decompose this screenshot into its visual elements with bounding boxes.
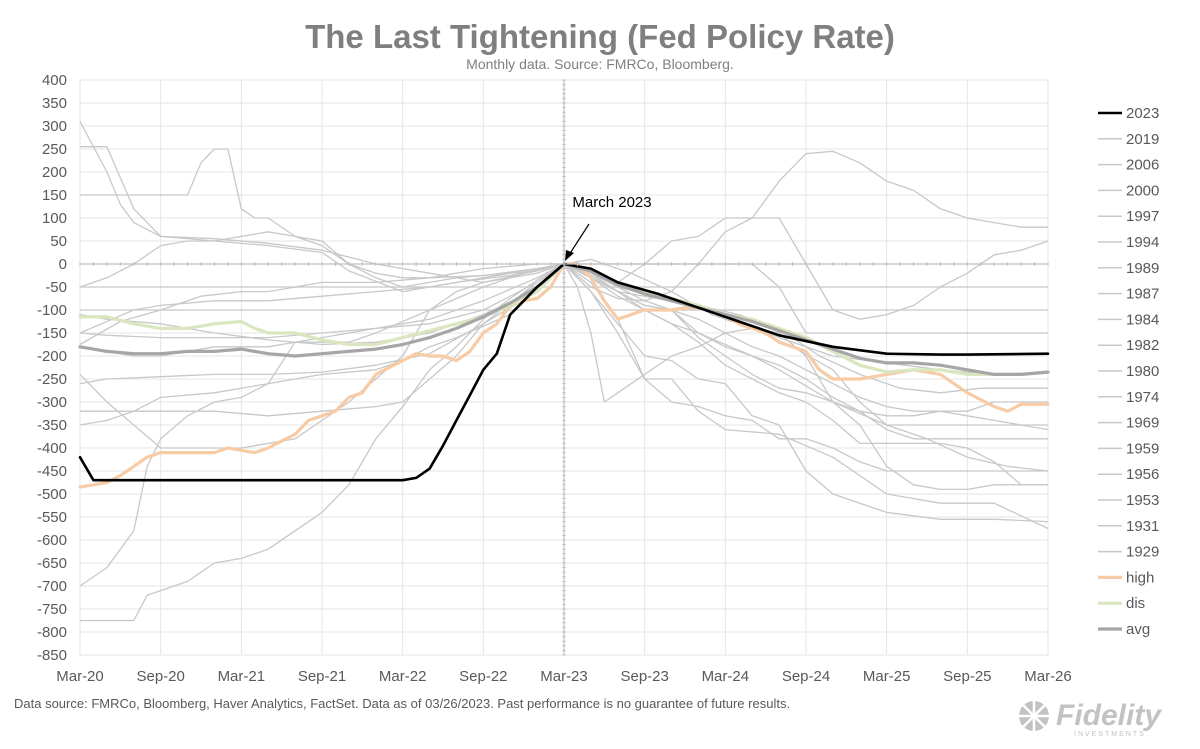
fidelity-logo: Fidelity INVESTMENTS: [1019, 699, 1162, 738]
y-tick-label: -350: [37, 417, 67, 434]
x-tick-label: Sep-21: [298, 668, 346, 685]
legend-label-1984: 1984: [1126, 311, 1159, 328]
legend-label-1969: 1969: [1126, 415, 1159, 432]
x-tick-label: Mar-23: [540, 668, 588, 685]
legend-label-2006: 2006: [1126, 157, 1159, 174]
y-tick-label: -100: [37, 302, 67, 319]
fidelity-logo-subtext: INVESTMENTS: [1074, 731, 1146, 738]
x-tick-label: Mar-20: [56, 668, 104, 685]
x-tick-label: Sep-23: [620, 668, 668, 685]
y-tick-label: 0: [59, 256, 67, 273]
fidelity-logo-mark: [1019, 701, 1049, 731]
y-tick-label: 250: [42, 141, 67, 158]
y-tick-label: -850: [37, 647, 67, 664]
y-tick-label: -300: [37, 394, 67, 411]
series-line-1969: [79, 263, 1049, 440]
x-tick-label: Sep-25: [943, 668, 991, 685]
x-tick-label: Mar-22: [379, 668, 427, 685]
y-tick-label: -800: [37, 624, 67, 641]
series-line-dis: [78, 262, 1050, 376]
legend-label-1994: 1994: [1126, 234, 1159, 251]
legend-label-1989: 1989: [1126, 260, 1159, 277]
y-tick-label: 400: [42, 72, 67, 89]
y-tick-label: 50: [50, 233, 67, 250]
legend-label-high: high: [1126, 569, 1154, 586]
legend-label-1974: 1974: [1126, 389, 1159, 406]
series-line-2006: [79, 146, 1049, 530]
legend-label-1929: 1929: [1126, 544, 1159, 561]
y-tick-label: -450: [37, 463, 67, 480]
y-tick-label: -700: [37, 578, 67, 595]
y-tick-label: -550: [37, 509, 67, 526]
legend-label-1980: 1980: [1126, 363, 1159, 380]
y-tick-label: -250: [37, 371, 67, 388]
y-tick-label: -150: [37, 325, 67, 342]
legend-label-dis: dis: [1126, 595, 1145, 612]
legend-label-1987: 1987: [1126, 286, 1159, 303]
x-tick-label: Mar-25: [863, 668, 911, 685]
y-tick-label: -500: [37, 486, 67, 503]
x-tick-label: Sep-22: [459, 668, 507, 685]
legend-label-1931: 1931: [1126, 518, 1159, 535]
series-line-2019: [79, 120, 1049, 376]
y-tick-label: -650: [37, 555, 67, 572]
chart-title: The Last Tightening (Fed Policy Rate): [305, 18, 895, 55]
y-tick-label: 300: [42, 118, 67, 135]
legend-label-avg: avg: [1126, 621, 1150, 638]
legend-layer: 2023 2019 2006 2000 1997 1994 1989 1987 1984 1982…: [1098, 105, 1159, 638]
y-tick-label: 350: [42, 95, 67, 112]
legend-label-1956: 1956: [1126, 466, 1159, 483]
series-line-2023: [78, 262, 1050, 482]
chart-subtitle: Monthly data. Source: FMRCo, Bloomberg.: [466, 56, 734, 72]
x-tick-label: Mar-24: [702, 668, 750, 685]
y-tick-label: 150: [42, 187, 67, 204]
annotation-label: March 2023: [572, 194, 651, 211]
y-tick-label: 100: [42, 210, 67, 227]
fidelity-logo-text: Fidelity: [1056, 699, 1162, 732]
y-tick-label: -750: [37, 601, 67, 618]
y-tick-label: -200: [37, 348, 67, 365]
annotation-layer: March 2023: [565, 194, 652, 261]
x-tick-label: Mar-26: [1024, 668, 1072, 685]
annotation-arrow-line: [568, 223, 590, 256]
y-tick-label: -50: [45, 279, 67, 296]
legend-label-2023: 2023: [1126, 105, 1159, 122]
legend-label-1959: 1959: [1126, 440, 1159, 457]
x-tick-label: Sep-24: [782, 668, 830, 685]
legend-label-1953: 1953: [1126, 492, 1159, 509]
x-tick-label: Sep-20: [136, 668, 184, 685]
x-tick-label: Mar-21: [218, 668, 266, 685]
y-tick-label: -400: [37, 440, 67, 457]
footer-note: Data source: FMRCo, Bloomberg, Haver Ana…: [14, 696, 791, 711]
series-line-1974: [79, 263, 1049, 472]
series-line-1984: [79, 263, 1049, 491]
legend-label-2000: 2000: [1126, 182, 1159, 199]
annotation-arrowhead: [565, 250, 574, 261]
legend-label-1982: 1982: [1126, 337, 1159, 354]
y-tick-label: -600: [37, 532, 67, 549]
y-tick-label: 200: [42, 164, 67, 181]
tick-layer: 400 350 300 250 200 150 100 50 0 -50 -100 -150 -200 -…: [37, 72, 1072, 685]
legend-label-2019: 2019: [1126, 131, 1159, 148]
legend-label-1997: 1997: [1126, 208, 1159, 225]
axis-layer: [79, 79, 1049, 656]
